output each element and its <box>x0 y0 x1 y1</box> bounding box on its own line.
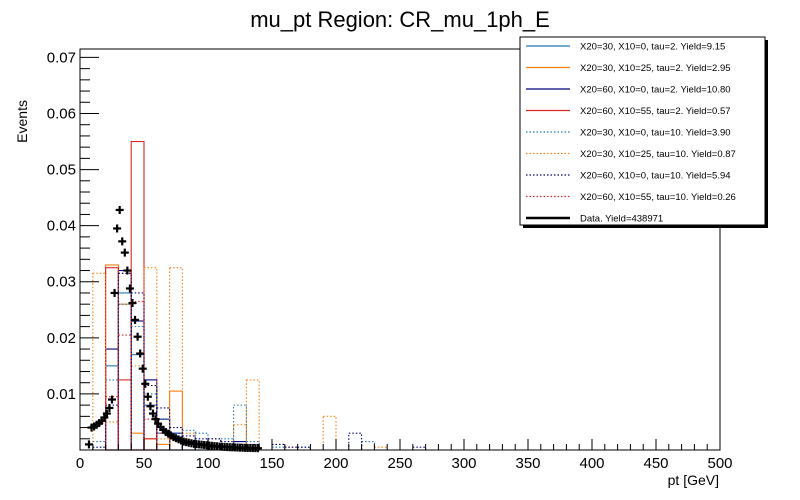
data-point <box>123 266 132 275</box>
data-point <box>141 379 150 388</box>
x-tick-label: 300 <box>451 455 476 472</box>
data-point <box>128 299 137 308</box>
legend-entry: X20=30, X10=0, tau=2. Yield=9.15 <box>526 42 725 53</box>
x-tick-label: 50 <box>136 455 153 472</box>
legend-entry: X20=60, X10=0, tau=2. Yield=10.80 <box>526 85 731 96</box>
chart-title: mu_pt Region: CR_mu_1ph_E <box>250 7 550 32</box>
y-tick-label: 0.07 <box>47 49 76 66</box>
legend-label: X20=30, X10=0, tau=2. Yield=9.15 <box>580 42 725 53</box>
legend-entry: X20=60, X10=55, tau=10. Yield=0.26 <box>526 192 736 203</box>
data-point <box>120 248 129 257</box>
data-point <box>151 415 160 424</box>
data-point <box>118 237 127 246</box>
y-tick-label: 0.03 <box>47 274 76 291</box>
x-tick-label: 450 <box>643 455 668 472</box>
x-tick-label: 100 <box>195 455 220 472</box>
data-point <box>253 444 262 453</box>
data-point <box>125 284 134 293</box>
x-tick-label: 250 <box>387 455 412 472</box>
data-point <box>148 409 157 418</box>
legend-label: X20=30, X10=25, tau=2. Yield=2.95 <box>580 63 731 74</box>
legend-entry: X20=60, X10=0, tau=10. Yield=5.94 <box>526 171 731 182</box>
histogram-bin <box>156 407 171 451</box>
x-axis: 0 50 100 150 200 250 300 350 400 450 500 <box>76 439 733 472</box>
legend-label: X20=60, X10=55, tau=10. Yield=0.26 <box>580 192 736 203</box>
histogram-bin <box>92 272 107 451</box>
y-tick-label: 0.01 <box>47 386 76 403</box>
legend-entry: Data. Yield=438971 <box>526 214 663 225</box>
legend-label: X20=60, X10=0, tau=10. Yield=5.94 <box>580 171 731 182</box>
data-point <box>84 440 93 449</box>
x-tick-label: 400 <box>579 455 604 472</box>
legend: X20=30, X10=0, tau=2. Yield=9.15 X20=30, … <box>519 36 768 228</box>
data-point <box>110 288 119 297</box>
data-point <box>113 224 122 233</box>
data-point <box>108 395 116 404</box>
data-point <box>131 315 140 324</box>
data-point <box>115 205 124 214</box>
data-point <box>146 402 155 411</box>
y-tick-label: 0.05 <box>47 162 76 179</box>
x-tick-label: 200 <box>323 455 348 472</box>
data-point <box>136 349 145 358</box>
histogram-bin <box>233 424 247 451</box>
data-point <box>138 364 147 373</box>
legend-label: X20=30, X10=0, tau=10. Yield=3.90 <box>580 128 731 139</box>
data-points <box>84 205 262 453</box>
x-tick-label: 150 <box>259 455 284 472</box>
legend-box <box>519 36 766 226</box>
y-axis: 0.01 0.02 0.03 0.04 0.05 0.06 0.07 <box>47 49 99 440</box>
legend-entry: X20=30, X10=25, tau=2. Yield=2.95 <box>526 63 731 74</box>
data-point <box>102 409 111 418</box>
legend-entry: X20=30, X10=0, tau=10. Yield=3.90 <box>526 128 731 139</box>
x-tick-label: 500 <box>707 455 732 472</box>
legend-label: X20=60, X10=55, tau=2. Yield=0.57 <box>580 106 731 117</box>
x-tick-label: 350 <box>515 455 540 472</box>
legend-label: X20=60, X10=0, tau=2. Yield=10.80 <box>580 85 731 96</box>
legend-label: X20=30, X10=25, tau=10. Yield=0.87 <box>580 149 736 160</box>
data-point <box>143 392 152 401</box>
y-tick-label: 0.06 <box>47 105 76 122</box>
legend-entry: X20=60, X10=55, tau=2. Yield=0.57 <box>526 106 731 117</box>
legend-label: Data. Yield=438971 <box>580 214 663 225</box>
histogram-bin <box>245 379 260 451</box>
y-tick-label: 0.04 <box>47 218 76 235</box>
y-tick-label: 0.02 <box>47 330 76 347</box>
histogram-bin <box>130 300 145 451</box>
data-point <box>133 332 142 341</box>
data-point <box>105 403 114 412</box>
x-axis-label: pt [GeV] <box>668 472 719 488</box>
legend-entry: X20=30, X10=25, tau=10. Yield=0.87 <box>526 149 736 160</box>
x-tick-label: 0 <box>76 455 84 472</box>
y-axis-label: Events <box>14 100 30 143</box>
histogram-bin <box>105 396 119 451</box>
